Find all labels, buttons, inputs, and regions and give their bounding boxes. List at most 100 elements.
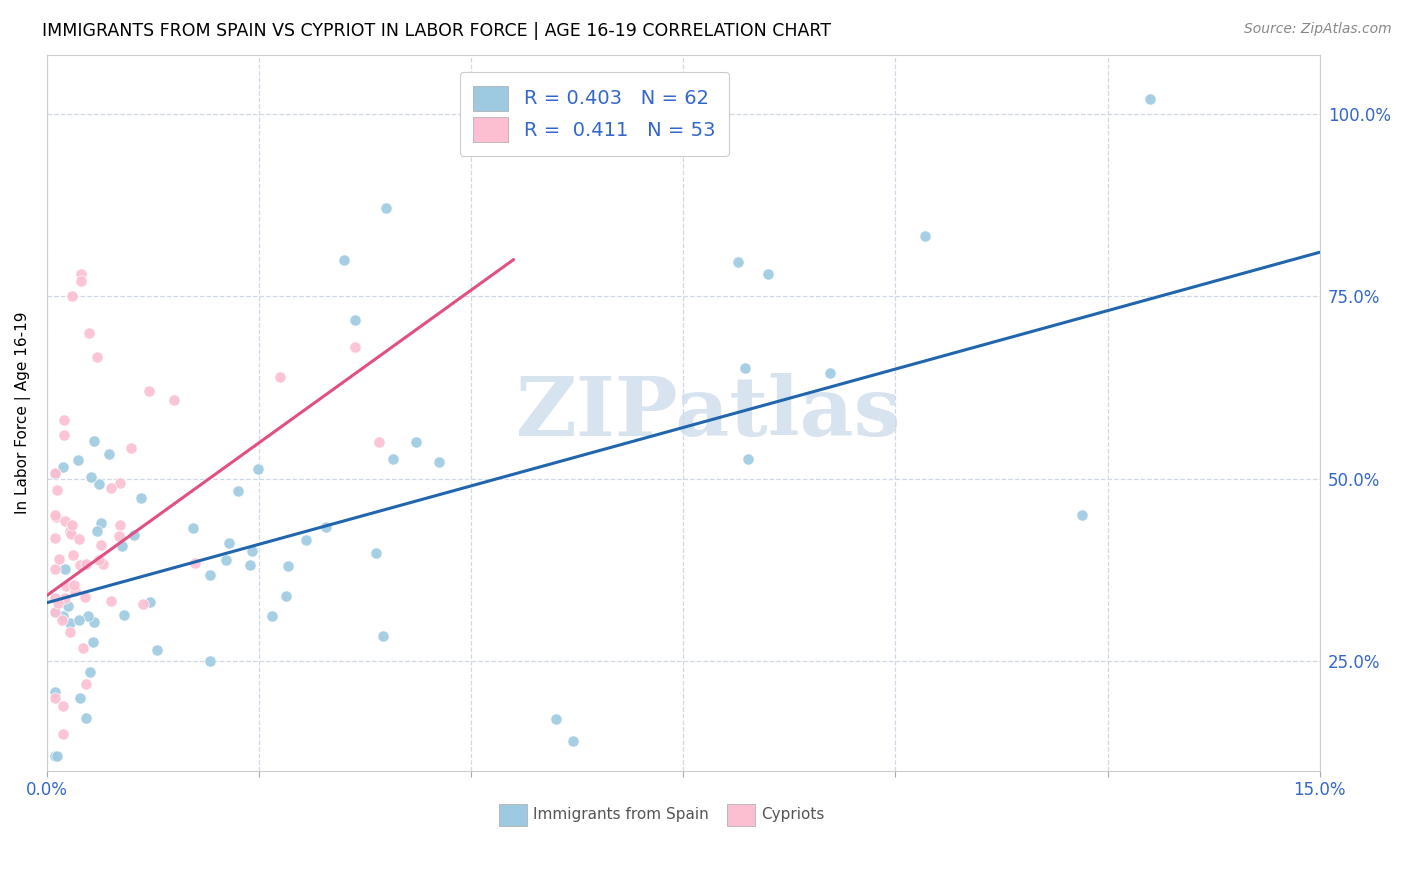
Point [214, 553, 236, 567]
Point [132, 598, 155, 612]
Point [228, 483, 250, 498]
Point [368, 435, 391, 450]
Point [100, 481, 122, 495]
Point [734, 361, 756, 376]
Point [75, 590, 97, 604]
Point [75, 677, 97, 691]
Point [83, 434, 105, 448]
Point [55, 579, 77, 593]
Point [727, 255, 749, 269]
Point [405, 435, 427, 450]
Point [44, 685, 66, 699]
Point [146, 643, 169, 657]
Point [44, 508, 66, 522]
Point [80, 470, 103, 484]
Point [108, 517, 131, 532]
Point [90, 516, 112, 531]
Point [44, 591, 66, 606]
Point [183, 557, 205, 571]
Point [48, 552, 70, 566]
Point [52, 698, 75, 713]
Point [70, 275, 93, 289]
Point [260, 609, 283, 624]
Legend: R = 0.403   N = 62, R =  0.411   N = 53: R = 0.403 N = 62, R = 0.411 N = 53 [460, 72, 728, 156]
Point [62, 549, 84, 563]
Point [246, 461, 269, 475]
Point [60, 518, 83, 533]
Point [429, 455, 451, 469]
Point [108, 476, 131, 491]
Point [56, 599, 79, 613]
Point [82, 635, 104, 649]
Point [163, 393, 186, 408]
Point [44, 749, 66, 764]
Point [51, 608, 73, 623]
Point [67, 613, 90, 627]
Point [62, 578, 84, 592]
Point [198, 567, 221, 582]
Point [818, 367, 841, 381]
Point [52, 413, 75, 427]
Point [72, 641, 94, 656]
Point [86, 524, 108, 539]
Point [44, 531, 66, 545]
Point [52, 727, 75, 741]
Point [79, 665, 101, 679]
Point [218, 536, 240, 550]
Point [67, 532, 90, 546]
Point [181, 521, 204, 535]
Point [138, 384, 160, 398]
Point [737, 452, 759, 467]
Point [274, 589, 297, 603]
Point [120, 441, 142, 455]
Point [544, 713, 567, 727]
Point [295, 533, 318, 547]
Point [45, 748, 67, 763]
Point [52, 427, 75, 442]
Point [59, 527, 82, 541]
FancyBboxPatch shape [727, 805, 755, 826]
Point [69, 558, 91, 572]
Point [98, 447, 121, 461]
Point [44, 605, 66, 619]
Point [269, 370, 291, 384]
Point [44, 562, 66, 576]
Point [89, 476, 111, 491]
Point [89, 553, 111, 567]
Point [63, 584, 86, 599]
Point [239, 558, 262, 573]
Point [122, 527, 145, 541]
Point [69, 691, 91, 706]
Point [46, 483, 69, 497]
Point [562, 734, 585, 748]
Text: Cypriots: Cypriots [761, 807, 824, 822]
Point [129, 491, 152, 506]
Point [315, 520, 337, 534]
Point [59, 615, 82, 630]
Point [44, 605, 66, 619]
Point [381, 452, 404, 467]
Text: Source: ZipAtlas.com: Source: ZipAtlas.com [1244, 22, 1392, 37]
Point [44, 467, 66, 482]
Point [333, 252, 356, 267]
Point [343, 340, 366, 354]
Point [86, 350, 108, 364]
Point [59, 524, 82, 539]
Point [240, 544, 263, 558]
Point [111, 539, 134, 553]
Point [914, 229, 936, 244]
Point [52, 460, 75, 475]
Point [53, 562, 76, 576]
Point [373, 630, 395, 644]
Point [108, 529, 131, 543]
Text: IMMIGRANTS FROM SPAIN VS CYPRIOT IN LABOR FORCE | AGE 16-19 CORRELATION CHART: IMMIGRANTS FROM SPAIN VS CYPRIOT IN LABO… [42, 22, 831, 40]
Point [66, 453, 89, 467]
Point [91, 558, 114, 572]
Point [46, 596, 69, 610]
Point [112, 607, 135, 622]
Y-axis label: In Labor Force | Age 16-19: In Labor Force | Age 16-19 [15, 311, 31, 514]
Point [59, 624, 82, 639]
Point [44, 467, 66, 481]
Point [1139, 92, 1161, 106]
Point [1071, 508, 1094, 522]
